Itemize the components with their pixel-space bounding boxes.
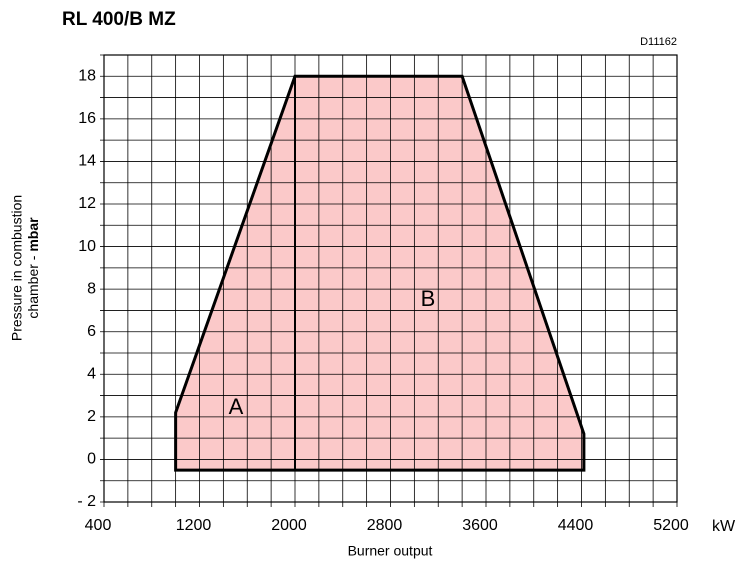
x-tick-label: 5200 — [653, 517, 689, 534]
x-tick-label: 3600 — [462, 517, 498, 534]
y-tick-label: 10 — [78, 238, 96, 255]
x-tick-label: 4400 — [558, 517, 594, 534]
chart-title: RL 400/B MZ — [62, 9, 176, 30]
y-tick-label: 2 — [87, 408, 96, 425]
region-label: B — [421, 286, 436, 311]
y-label-text: chamber - — [25, 252, 41, 319]
firing-range — [175, 76, 584, 471]
firing-range-outline — [174, 74, 586, 472]
y-tick-label: 6 — [87, 323, 96, 340]
y-tick-label: 8 — [87, 280, 96, 297]
x-tick-label: 1200 — [176, 517, 212, 534]
y-tick-label: 12 — [78, 195, 96, 212]
y-tick-label: 16 — [78, 110, 96, 127]
x-tick-label: 2800 — [367, 517, 403, 534]
x-unit: kW — [712, 518, 736, 535]
y-axis-label: Pressure in combustion chamber - mbar — [9, 195, 41, 341]
y-tick-label: - 2 — [77, 493, 96, 510]
y-tick-label: 0 — [87, 451, 96, 468]
region-label: A — [229, 394, 244, 419]
y-tick-label: 18 — [78, 68, 96, 85]
x-tick-label: 2000 — [271, 517, 307, 534]
y-tick-label: 4 — [87, 366, 96, 383]
y-label-line: chamber - mbar — [25, 217, 41, 319]
x-tick-label: 400 — [85, 517, 112, 534]
plot-frame — [103, 54, 678, 503]
y-tick-label: 14 — [78, 153, 96, 170]
x-axis-label: Burner output — [348, 543, 433, 559]
drawing-code: D11162 — [640, 36, 677, 48]
y-label-line: Pressure in combustion — [9, 195, 25, 341]
y-label-unit: mbar — [25, 217, 41, 252]
